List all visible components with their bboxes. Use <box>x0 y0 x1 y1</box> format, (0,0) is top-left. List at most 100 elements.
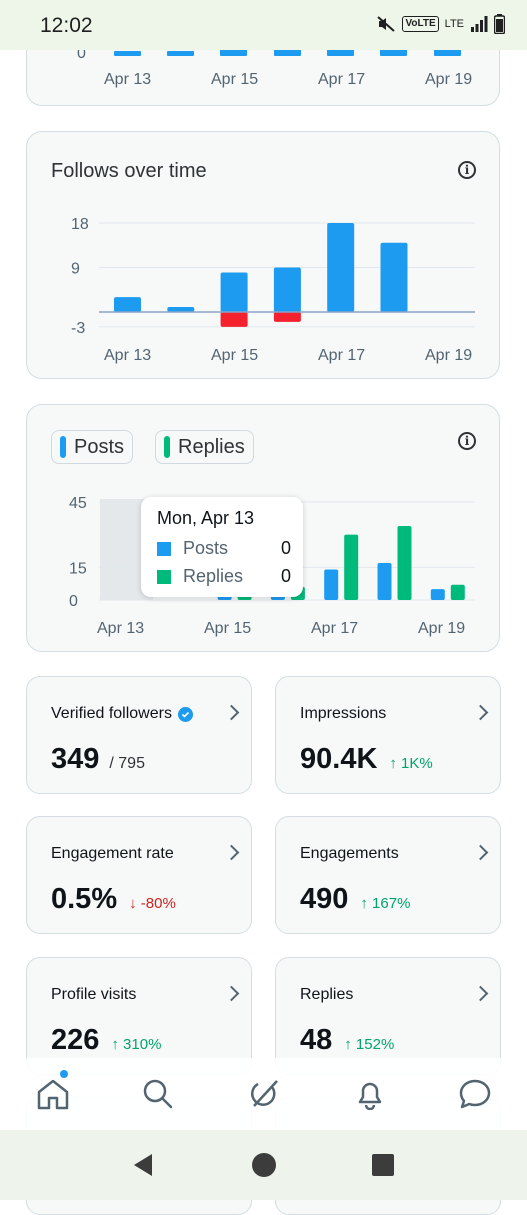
status-bar: 12:02 VoLTE LTE <box>0 0 527 50</box>
chart-bar <box>327 223 355 312</box>
stat-sub: / 795 <box>109 755 145 772</box>
stat-card-verified-followers[interactable]: Verified followers 349 / 795 <box>26 676 252 794</box>
stat-card-impressions[interactable]: Impressions 90.4K ↑ 1K% <box>275 676 501 794</box>
chart-bar <box>324 569 339 600</box>
x-tick-label: Apr 17 <box>311 620 358 637</box>
y-tick-label: 15 <box>69 560 87 577</box>
legend-swatch <box>164 436 170 458</box>
chart-bar <box>434 49 461 56</box>
y-tick-label: -3 <box>71 320 85 337</box>
x-tick-label: Apr 15 <box>211 71 259 88</box>
chart-bar <box>273 312 301 322</box>
chart-bar <box>220 312 248 327</box>
tooltip-title: Mon, Apr 13 <box>157 508 255 528</box>
recents-icon[interactable] <box>371 1153 395 1177</box>
stat-delta: ↑ 1K% <box>389 755 433 772</box>
mute-icon <box>377 16 396 32</box>
chart-bar <box>167 51 194 56</box>
stat-card-profile-visits[interactable]: Profile visits 226 ↑ 310% <box>26 957 252 1075</box>
stat-value-number: 490 <box>300 883 349 915</box>
chevron-right-icon <box>472 704 489 721</box>
stat-value-number: 349 <box>51 743 100 775</box>
chart-bar <box>220 49 247 56</box>
card-title: Follows over time <box>51 160 207 182</box>
x-tick-label: Apr 19 <box>418 620 465 637</box>
notifications-icon[interactable] <box>354 1078 386 1110</box>
stat-label: Profile visits <box>51 986 137 1003</box>
stat-label: Replies <box>300 986 354 1003</box>
stat-label: Engagement rate <box>51 845 174 862</box>
y-tick-label: 18 <box>71 216 89 233</box>
stat-value: 490 ↑ 167% <box>300 883 410 916</box>
grok-icon[interactable] <box>248 1078 280 1110</box>
tooltip-label: Replies <box>183 566 244 586</box>
chart-bar <box>377 562 392 600</box>
chevron-right-icon <box>223 985 240 1002</box>
back-icon[interactable] <box>130 1152 156 1178</box>
chart-bar <box>114 297 141 312</box>
home-notification-dot <box>60 1070 68 1078</box>
chart-bar <box>450 584 465 600</box>
chart-bar <box>274 49 301 56</box>
home-icon[interactable] <box>36 1078 70 1110</box>
y-tick-label: 9 <box>71 261 80 278</box>
chart-tooltip: Mon, Apr 13 Posts 0 Replies 0 <box>141 497 303 597</box>
stat-label: Engagements <box>300 845 399 862</box>
status-time: 12:02 <box>40 14 93 37</box>
legend-label: Replies <box>178 435 245 458</box>
verified-badge-icon <box>177 706 193 722</box>
home-button-icon[interactable] <box>251 1152 277 1178</box>
stat-value-number: 0.5% <box>51 883 118 915</box>
legend-replies[interactable]: Replies <box>155 430 254 464</box>
stat-value-number: 90.4K <box>300 743 378 775</box>
x-tick-label: Apr 13 <box>97 620 144 637</box>
chart-bar <box>273 267 301 312</box>
stat-value-number: 48 <box>300 1024 333 1056</box>
stat-value: 48 ↑ 152% <box>300 1024 394 1057</box>
tooltip-value: 0 <box>280 538 291 558</box>
x-tick-label: Apr 15 <box>204 620 251 637</box>
stat-card-engagements[interactable]: Engagements 490 ↑ 167% <box>275 816 501 934</box>
tooltip-swatch <box>157 541 171 556</box>
x-tick-label: Apr 13 <box>104 347 151 364</box>
info-icon[interactable]: i <box>458 161 476 179</box>
x-tick-label: Apr 17 <box>318 347 365 364</box>
chevron-right-icon <box>472 985 489 1002</box>
legend-posts[interactable]: Posts <box>51 430 134 464</box>
chart-bar <box>380 49 407 56</box>
legend-label: Posts <box>74 435 125 458</box>
chart-bar <box>220 272 248 312</box>
signal-icon <box>471 16 488 32</box>
stat-value: 0.5% ↓ -80% <box>51 883 176 916</box>
x-tick-label: Apr 19 <box>425 347 472 364</box>
stat-label: Impressions <box>300 705 387 722</box>
chevron-right-icon <box>223 844 240 861</box>
chart-bar <box>380 242 408 312</box>
x-tick-label: Apr 19 <box>425 71 473 88</box>
y-tick-label: 45 <box>69 495 87 512</box>
tooltip-swatch <box>157 569 171 584</box>
x-tick-label: Apr 15 <box>211 347 258 364</box>
chart-bar <box>430 589 445 600</box>
chevron-right-icon <box>472 844 489 861</box>
search-icon[interactable] <box>142 1078 174 1110</box>
stat-label: Verified followers <box>51 705 193 723</box>
bottom-navigation <box>0 1058 527 1130</box>
chart-bar <box>167 307 195 312</box>
stat-delta: ↓ -80% <box>129 895 176 912</box>
info-icon[interactable]: i <box>458 432 476 450</box>
stat-delta: ↑ 167% <box>360 895 411 912</box>
status-icons: VoLTE LTE <box>376 14 505 34</box>
stat-value: 226 ↑ 310% <box>51 1024 161 1057</box>
tooltip-label: Posts <box>183 538 229 558</box>
stat-delta: ↑ 310% <box>111 1036 162 1053</box>
messages-icon[interactable] <box>458 1078 492 1110</box>
stat-value: 349 / 795 <box>51 743 145 776</box>
stat-card-replies[interactable]: Replies 48 ↑ 152% <box>275 957 501 1075</box>
chart-bar <box>344 534 359 600</box>
battery-icon <box>494 14 505 34</box>
stat-card-engagement-rate[interactable]: Engagement rate 0.5% ↓ -80% <box>26 816 252 934</box>
chevron-right-icon <box>223 704 240 721</box>
tooltip-value: 0 <box>280 566 291 586</box>
network-type: LTE <box>444 18 464 30</box>
